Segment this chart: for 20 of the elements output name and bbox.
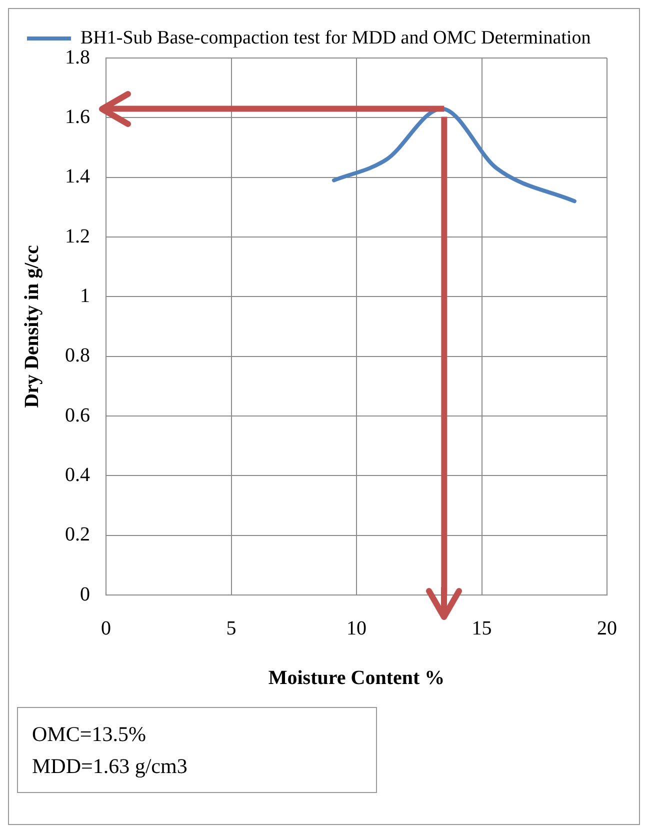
x-tick-label: 20 <box>597 617 617 640</box>
y-tick-label: 0.6 <box>65 404 90 426</box>
y-tick-label: 1.6 <box>65 106 90 128</box>
x-tick-label: 10 <box>346 617 366 640</box>
y-tick-label: 1.4 <box>65 166 90 188</box>
y-tick-label: 0.2 <box>65 524 90 546</box>
x-tick-label: 15 <box>472 617 492 640</box>
text: MDD=1.63 g/cm3 <box>32 753 188 780</box>
x-axis-title: Moisture Content % <box>268 667 445 690</box>
y-tick-label: 0 <box>80 583 90 606</box>
x-tick-label: 5 <box>226 617 236 640</box>
y-tick-label: 0.8 <box>65 344 90 367</box>
text: OMC=13.5% <box>32 721 147 748</box>
y-tick-label: 1.2 <box>65 225 90 248</box>
y-tick-label: 1.8 <box>65 46 90 68</box>
x-tick-label: 0 <box>101 617 111 640</box>
y-axis-title: Dry Density in g/cc <box>21 245 44 408</box>
y-tick-label: 0.4 <box>65 464 90 486</box>
y-tick-label: 1 <box>80 284 90 307</box>
legend-label: BH1-Sub Base-compaction test for MDD and OMC Determination <box>80 27 592 48</box>
